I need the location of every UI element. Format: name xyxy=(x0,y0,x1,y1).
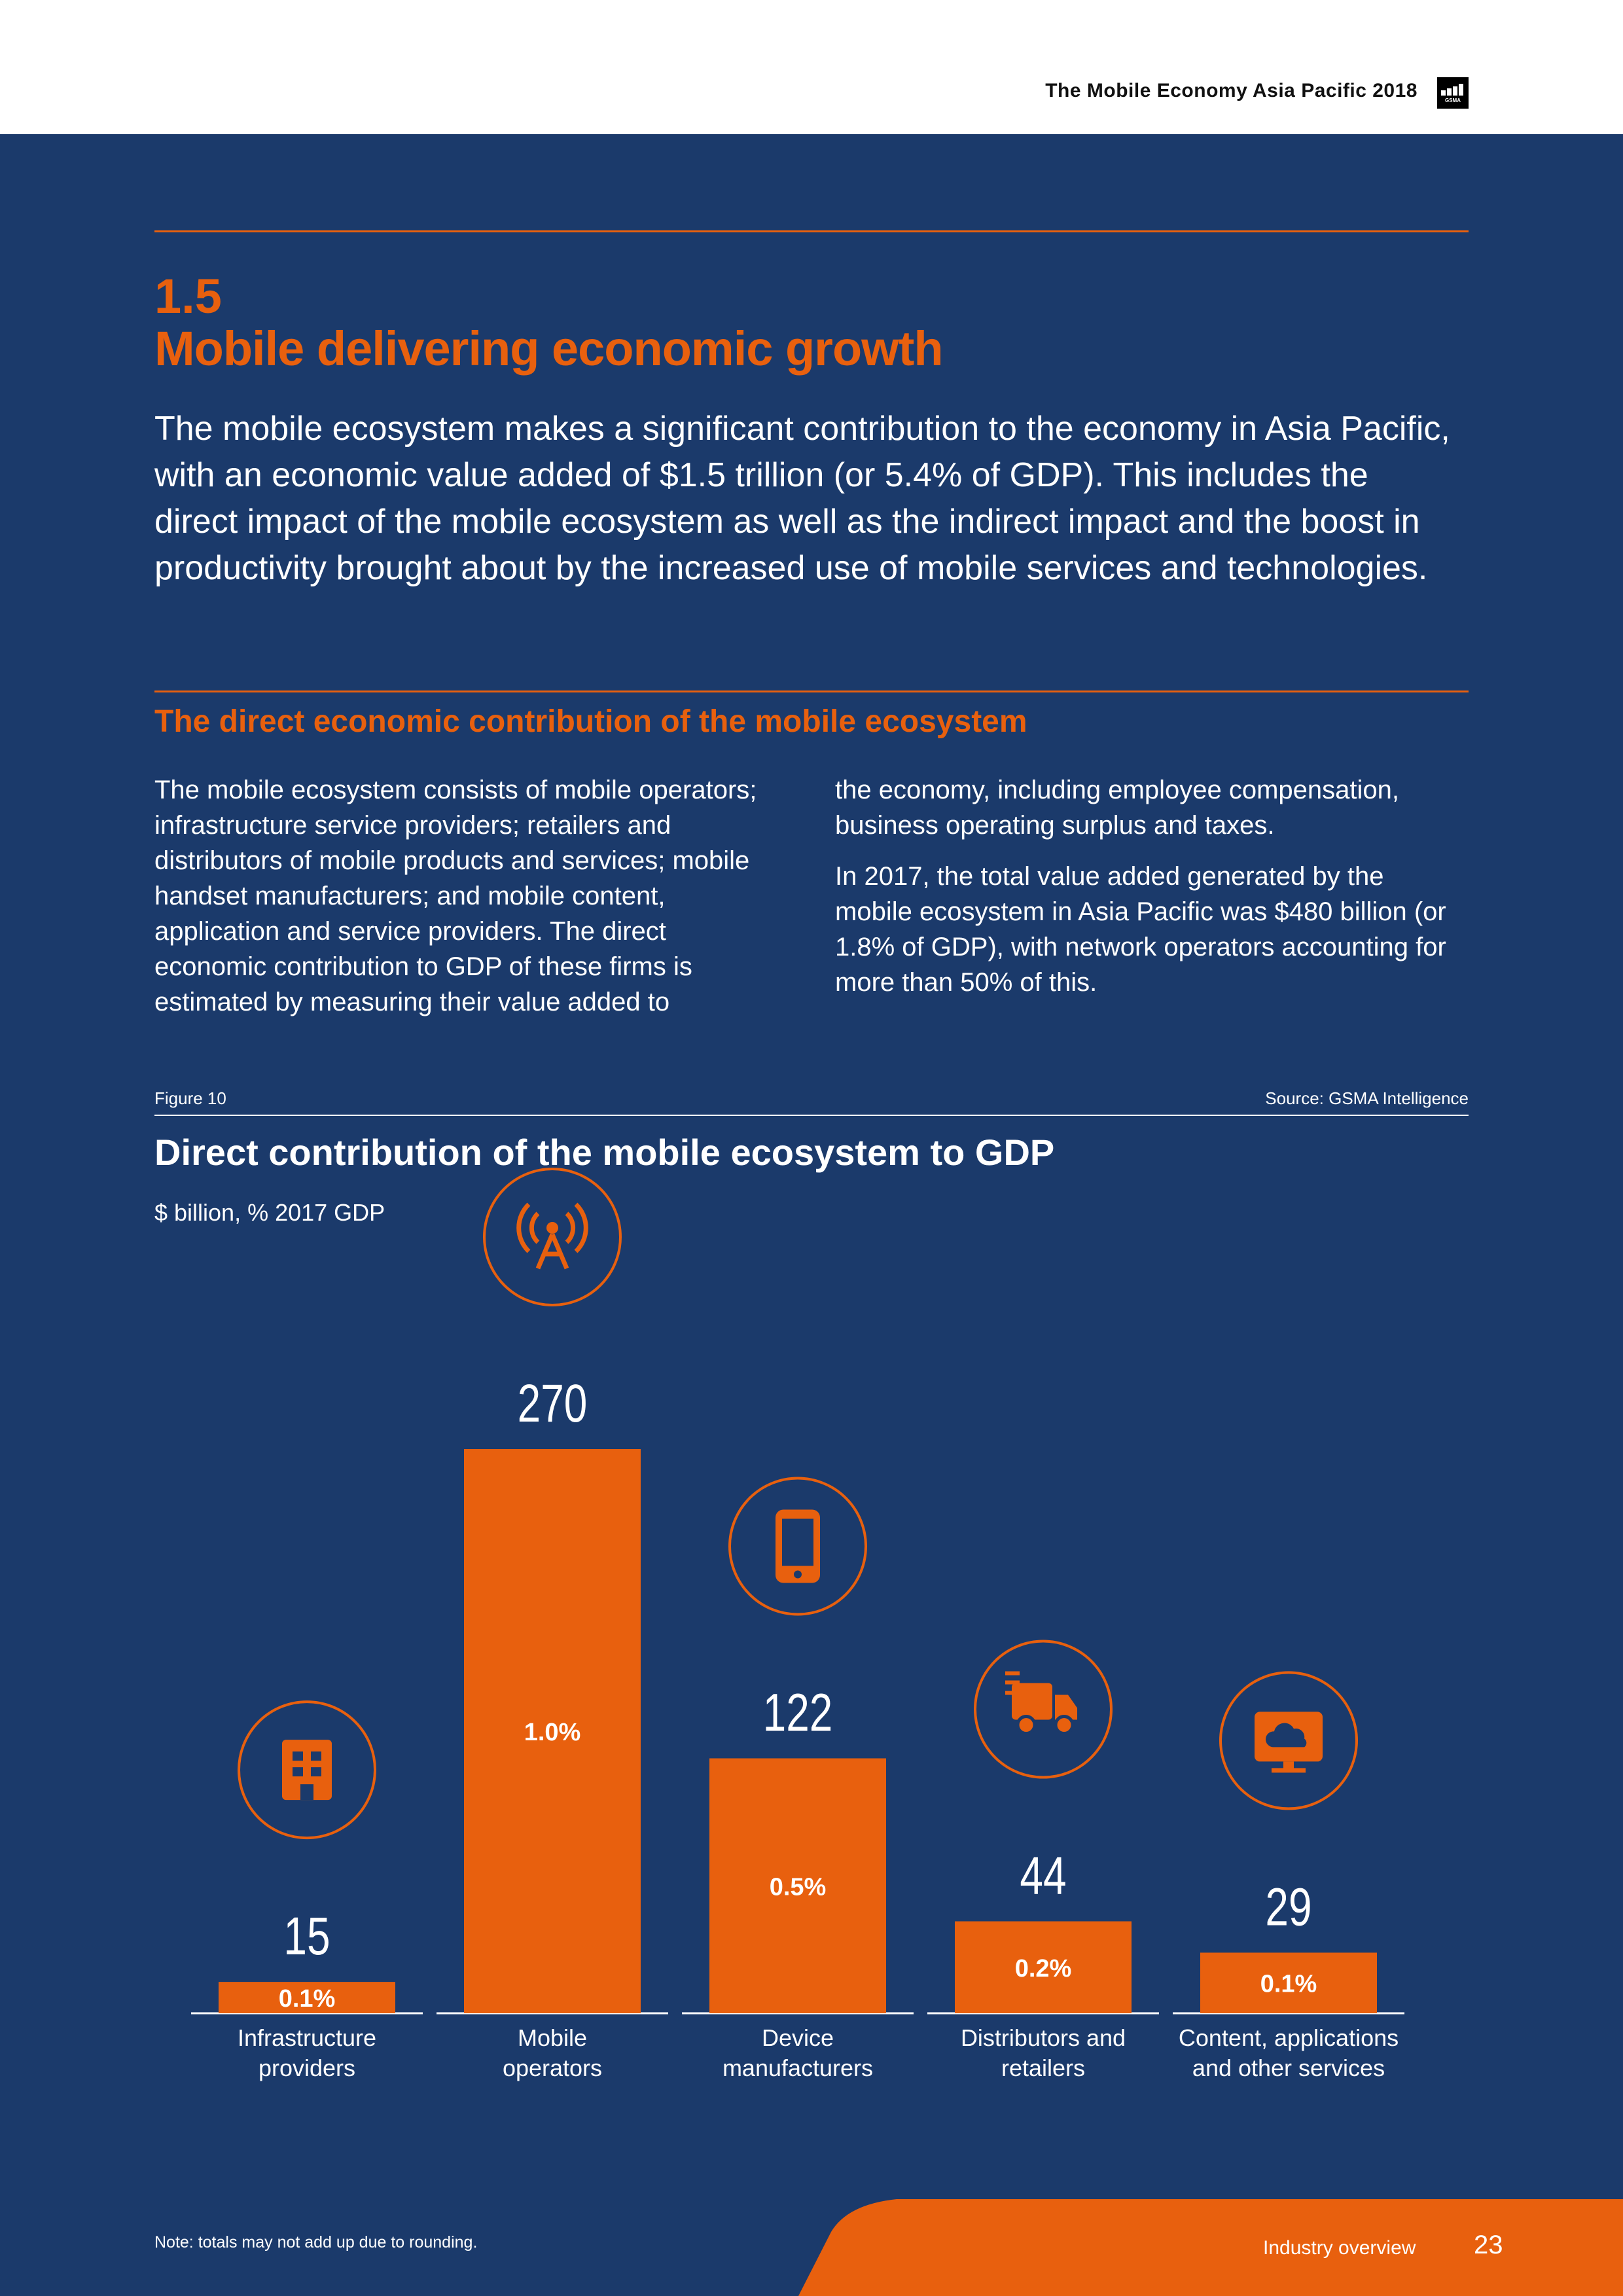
body-paragraph: The mobile ecosystem consists of mobile … xyxy=(154,776,757,1016)
bar-value-label: 15 xyxy=(283,1905,330,1966)
category-label: manufacturers xyxy=(722,2054,873,2081)
building-icon xyxy=(282,1740,332,1801)
icon-circle xyxy=(238,1700,376,1840)
category-label: Content, applications xyxy=(1179,2024,1399,2051)
figure-rule xyxy=(154,1115,1469,1116)
bar-gdp-share-label: 0.2% xyxy=(1015,1955,1072,1982)
bar xyxy=(955,1921,1132,2013)
bar-value-label: 44 xyxy=(1020,1845,1066,1906)
footer-section-name: Industry overview xyxy=(1263,2237,1416,2259)
bar-gdp-share-label: 1.0% xyxy=(524,1719,581,1746)
icon-circle xyxy=(728,1477,867,1616)
figure-label: Figure 10 xyxy=(154,1088,226,1108)
chart-title: Direct contribution of the mobile ecosys… xyxy=(154,1132,1055,1173)
category-label: providers xyxy=(259,2054,355,2081)
body-paragraph: the economy, including employee compensa… xyxy=(835,776,1399,840)
page-number: 23 xyxy=(1474,2231,1503,2259)
bar-gdp-share-label: 0.1% xyxy=(279,1985,336,2013)
figure-source: Source: GSMA Intelligence xyxy=(1265,1088,1469,1108)
bar-value-label: 270 xyxy=(518,1372,588,1433)
category-label: Mobile xyxy=(518,2024,587,2051)
bar xyxy=(709,1758,886,2013)
body-paragraph: In 2017, the total value added generated… xyxy=(835,862,1446,997)
category-label: Distributors and xyxy=(961,2024,1126,2051)
gsma-logo: GSMA xyxy=(1437,77,1469,109)
category-label: and other services xyxy=(1192,2054,1385,2081)
bar xyxy=(1200,1952,1377,2013)
radio-tower-icon xyxy=(516,1202,588,1270)
section-rule xyxy=(154,230,1469,232)
page-header: The Mobile Economy Asia Pacific 2018 GSM… xyxy=(0,0,1623,134)
bar xyxy=(219,1982,395,2013)
category-label: operators xyxy=(503,2054,602,2081)
category-label: retailers xyxy=(1001,2054,1085,2081)
section-title: Mobile delivering economic growth xyxy=(154,321,944,376)
bar xyxy=(464,1449,641,2013)
icon-circle xyxy=(483,1168,622,1306)
icon-circle xyxy=(974,1640,1113,1779)
footnote: Note: totals may not add up due to round… xyxy=(154,2233,478,2251)
category-label: Infrastructure xyxy=(238,2024,376,2051)
bar-chart: 0.1% 15 Infrastructure providers 1.0% 270 Mobi… xyxy=(191,1168,1404,2081)
delivery-truck-icon xyxy=(1005,1671,1077,1736)
bar-value-label: 122 xyxy=(763,1682,833,1743)
smartphone-icon xyxy=(776,1509,820,1583)
bar-value-label: 29 xyxy=(1265,1876,1311,1937)
bar-gdp-share-label: 0.5% xyxy=(770,1873,827,1901)
subsection-rule xyxy=(154,691,1469,692)
subsection-heading: The direct economic contribution of the … xyxy=(154,704,1027,739)
category-label: Device xyxy=(762,2024,834,2051)
body-column-right: the economy, including employee compensa… xyxy=(835,772,1463,1016)
bar-gdp-share-label: 0.1% xyxy=(1260,1971,1317,1998)
publication-title: The Mobile Economy Asia Pacific 2018 xyxy=(1045,80,1418,101)
body-column-left: The mobile ecosystem consists of mobile … xyxy=(154,772,783,1035)
chart-subtitle: $ billion, % 2017 GDP xyxy=(154,1199,385,1226)
cloud-monitor-icon xyxy=(1255,1712,1323,1773)
footer-band xyxy=(798,2199,1623,2296)
icon-circle xyxy=(1219,1671,1358,1810)
section-number: 1.5 xyxy=(154,269,222,323)
lead-paragraph: The mobile ecosystem makes a significant… xyxy=(154,410,1450,587)
